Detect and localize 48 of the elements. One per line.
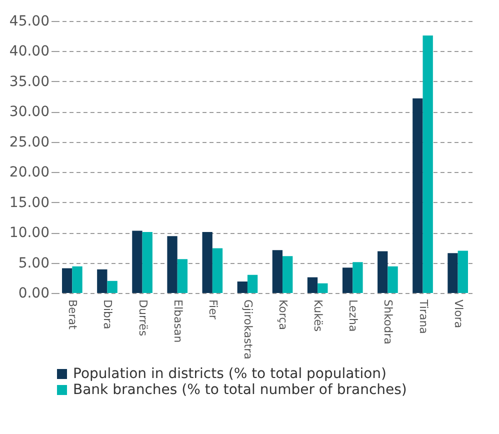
x-tick-label: Fier — [206, 300, 220, 320]
x-tick-label: Elbasan — [171, 300, 184, 343]
bar — [107, 280, 118, 293]
y-tick-label: 30.00 — [9, 104, 50, 120]
x-tick-label: Berat — [66, 300, 80, 330]
y-tick-label: 25.00 — [9, 134, 50, 150]
bar — [318, 283, 328, 293]
bar — [448, 253, 458, 293]
bar — [458, 250, 468, 293]
y-tick-label: 40.00 — [9, 44, 50, 60]
bar — [388, 266, 398, 293]
x-tick-label: Dibra — [101, 300, 114, 330]
bar — [272, 250, 283, 293]
bar — [422, 36, 433, 293]
bar — [282, 256, 293, 293]
x-tick-label: Korça — [276, 300, 290, 330]
y-tick-label: 0.00 — [18, 286, 50, 302]
y-tick-label: 5.00 — [18, 255, 50, 272]
bar — [132, 230, 142, 293]
bar — [247, 274, 258, 293]
bar — [212, 248, 223, 293]
x-tick-label: Kukës — [312, 300, 325, 332]
bar — [202, 232, 212, 293]
bar — [142, 232, 152, 293]
bar — [412, 98, 423, 293]
x-tick-label: Gjirokastra — [241, 300, 254, 360]
bar — [307, 277, 318, 293]
bar — [237, 282, 248, 293]
legend-label: Population in districts (% to total population) — [73, 366, 386, 382]
x-tick-label: Lezha — [346, 300, 360, 332]
x-tick-label: Shkodra — [382, 300, 395, 344]
y-tick-label: 45.00 — [9, 14, 50, 30]
bar — [97, 269, 108, 293]
x-tick-label: Tirana — [416, 298, 430, 334]
bar — [352, 262, 363, 293]
bar — [177, 259, 188, 293]
bar — [167, 236, 178, 293]
y-tick-label: 15.00 — [9, 194, 50, 211]
y-tick-label: 10.00 — [9, 225, 50, 242]
bar — [72, 266, 82, 293]
bar — [342, 268, 353, 293]
x-tick-label: Durrës — [136, 300, 150, 336]
bar — [378, 251, 388, 293]
y-tick-label: 20.00 — [9, 164, 50, 181]
x-tick-label: Vlora — [452, 300, 465, 328]
legend-label: Bank branches (% to total number of branches) — [73, 382, 407, 398]
bar — [62, 268, 72, 293]
y-tick-label: 35.00 — [9, 74, 50, 90]
